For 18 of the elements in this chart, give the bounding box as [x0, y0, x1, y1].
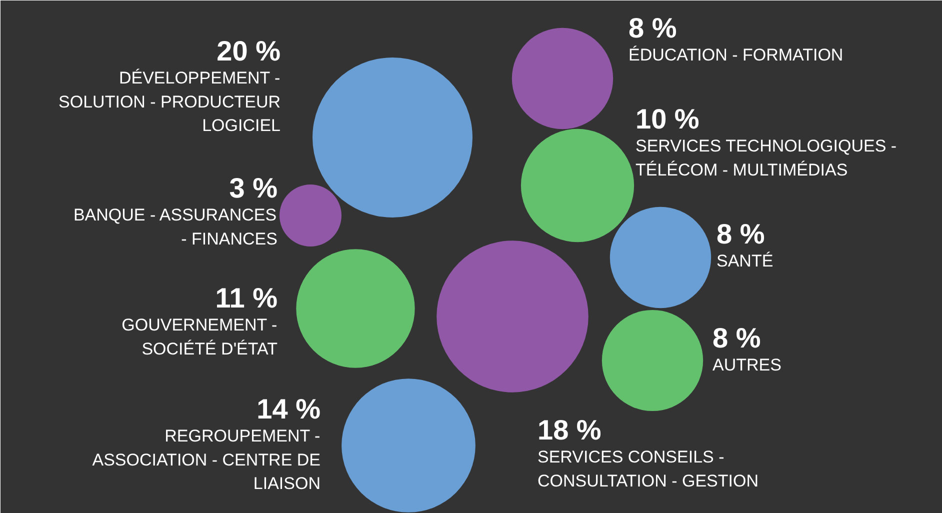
- data-label: 8 %: [716, 218, 765, 250]
- category-label: DÉVELOPPEMENT - SOLUTION - PRODUCTEUR LOGICIEL: [58, 68, 281, 135]
- data-label: 10 %: [636, 104, 700, 134]
- data-label: 3 %: [229, 172, 278, 204]
- category-label: ÉDUCATION - FORMATION: [628, 46, 844, 64]
- data-label: 14 %: [256, 394, 321, 424]
- data-label: 20 %: [216, 36, 281, 66]
- category-label: SERVICES CONSEILS - CONSULTATION - GESTION: [538, 448, 759, 490]
- data-label: 8 %: [712, 322, 761, 354]
- category-label: AUTRES: [712, 356, 782, 374]
- data-label: 18 %: [538, 414, 602, 446]
- category-label: GOUVERNEMENT - SOCIÉTÉ D'ÉTAT: [122, 316, 278, 358]
- data-label: 11 %: [215, 282, 278, 314]
- data-label: 8 %: [628, 12, 677, 44]
- category-label: SERVICES TECHNOLOGIQUES - TÉLÉCOM - MULTIMÉDIAS: [636, 136, 897, 180]
- category-label: SANTÉ: [716, 252, 774, 270]
- category-label: BANQUE - ASSURANCES - FINANCES: [73, 206, 278, 248]
- category-label: REGROUPEMENT - ASSOCIATION - CENTRE DE LIAISON: [92, 426, 321, 493]
